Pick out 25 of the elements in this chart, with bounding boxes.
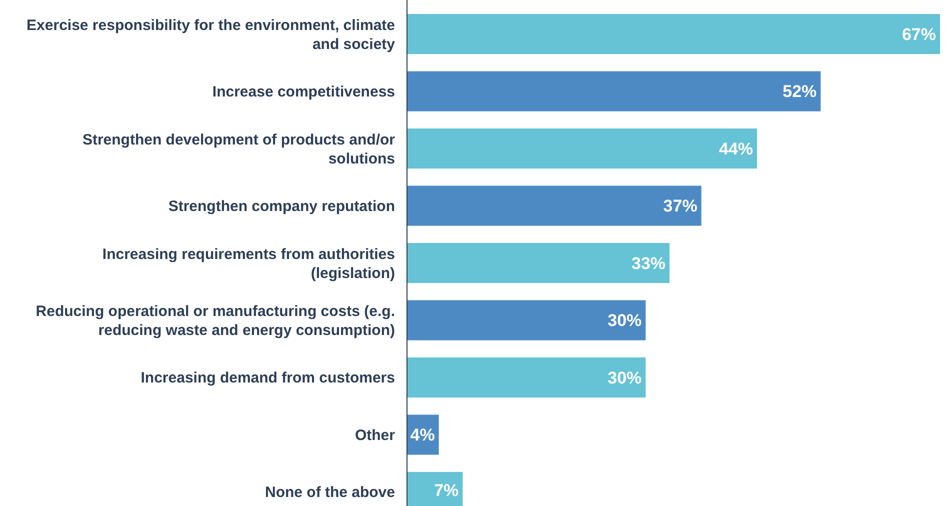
y-tick-label: Increase competitiveness — [212, 84, 395, 101]
y-tick-label: Increasing demand from customers — [140, 370, 395, 387]
bar — [407, 14, 940, 54]
bar — [407, 186, 702, 226]
data-label: 4% — [410, 426, 435, 445]
data-label: 30% — [608, 368, 642, 388]
y-tick-label: None of the above — [264, 484, 395, 502]
data-label: 30% — [608, 311, 642, 330]
data-label: 44% — [719, 139, 754, 158]
bar — [407, 357, 646, 398]
bar — [407, 71, 821, 112]
bar — [407, 128, 758, 169]
data-label: 37% — [663, 196, 698, 216]
data-label: 52% — [782, 82, 817, 102]
y-tick-label: Exercise responsibility for the environment, climate and society — [26, 16, 396, 53]
y-tick-label: Strengthen company reputation — [168, 198, 395, 216]
data-label: 7% — [434, 480, 459, 500]
y-tick-label: Strengthen development of products and/or solutions — [82, 131, 396, 168]
bar — [407, 300, 646, 340]
y-tick-label: Increasing requirements from authorities (legislation) — [102, 246, 396, 282]
y-tick-label: Other — [354, 426, 396, 444]
y-tick-label: Reducing operational or manufacturing costs (e.g. reducing waste and energy consumption) — [36, 302, 395, 339]
data-label: 33% — [631, 254, 666, 273]
data-label: 67% — [902, 24, 936, 44]
bar — [407, 242, 670, 284]
